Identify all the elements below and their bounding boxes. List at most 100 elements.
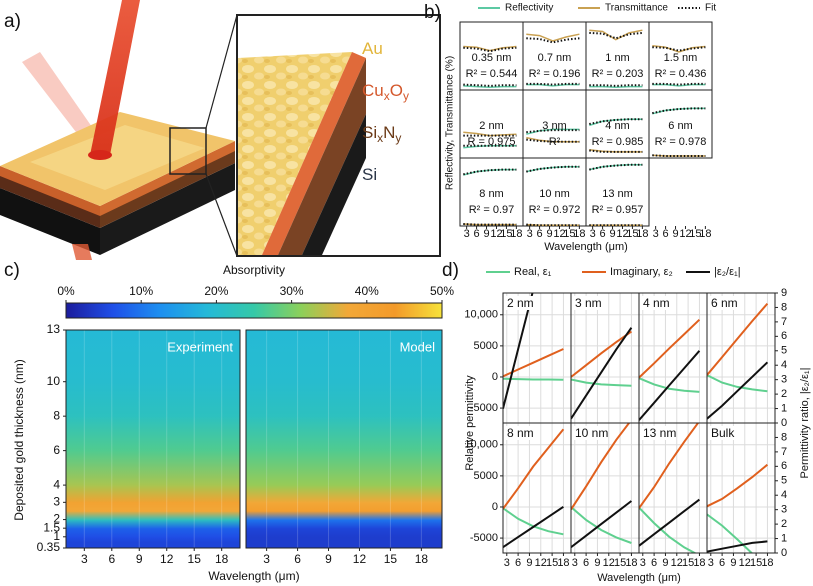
title-bg xyxy=(573,426,607,440)
y-tick-label: 5000 xyxy=(474,340,498,352)
y2-tick-label: 3 xyxy=(781,504,787,516)
x-tick-label: 3 xyxy=(504,557,510,569)
x-tick-label: 9 xyxy=(546,228,552,240)
y-tick-label: 3 xyxy=(53,495,60,509)
x-tick-label: 12 xyxy=(353,552,367,566)
subplot-annotation: R = 0.975 xyxy=(467,136,515,148)
subplot-annotation: R² = 0.972 xyxy=(529,204,581,216)
colorbar-tick-label: 40% xyxy=(355,284,379,298)
series-line xyxy=(639,318,701,379)
x-axis-label: Wavelength (μm) xyxy=(597,572,681,584)
slab-layer xyxy=(100,141,235,216)
y-tick-label: 1 xyxy=(53,529,60,543)
legend-label: |ε₂/ε₁| xyxy=(714,266,741,278)
x-tick-label: 9 xyxy=(526,557,532,569)
x-tick-label: 3 xyxy=(640,557,646,569)
x-tick-label: 3 xyxy=(590,228,596,240)
panel-label: d) xyxy=(442,260,459,281)
x-tick-label: 12 xyxy=(616,228,628,240)
x-tick-label: 12 xyxy=(490,228,502,240)
x-tick-label: 3 xyxy=(653,228,659,240)
y2-tick-label: 1 xyxy=(781,532,787,544)
y-tick-label: 10,000 xyxy=(464,309,498,321)
subplot-annotation: R² = 0.436 xyxy=(655,68,707,80)
series-line xyxy=(463,145,517,149)
series-line xyxy=(571,330,632,378)
zoom-line xyxy=(205,173,238,257)
heat-band xyxy=(246,541,442,549)
layer-label-part: Cu xyxy=(362,81,384,100)
series-line xyxy=(652,45,706,53)
x-tick-label: 3 xyxy=(527,228,533,240)
layer-label: CuxOy xyxy=(362,81,409,103)
series-line xyxy=(639,377,700,393)
panel-label: a) xyxy=(4,11,21,32)
y2-tick-label: 3 xyxy=(781,374,787,386)
subplot-bg xyxy=(707,293,775,423)
heat-band xyxy=(66,536,240,543)
y2-tick-label: 6 xyxy=(781,460,787,472)
subplot-title: 13 nm xyxy=(643,426,676,440)
incident-beam xyxy=(90,0,140,155)
series-line xyxy=(652,154,706,157)
series-line xyxy=(571,506,632,544)
subplot-title: 8 nm xyxy=(507,426,534,440)
y-tick-label: 13 xyxy=(47,322,61,336)
subplot-annotation: R² = 0.196 xyxy=(529,68,581,80)
subplot-annotation: R² = 0.957 xyxy=(592,204,644,216)
subplot-title: Bulk xyxy=(711,426,735,440)
series-line xyxy=(463,168,517,176)
x-tick-label: 15 xyxy=(563,228,575,240)
heatmap-title: Model xyxy=(400,339,436,354)
heat-band xyxy=(66,485,240,503)
title-bg xyxy=(641,296,675,310)
series-line xyxy=(589,85,643,89)
title-bg xyxy=(709,426,743,440)
layer-label-part: Si xyxy=(362,165,377,184)
x-tick-label: 18 xyxy=(699,228,711,240)
subplot-annotation: R² = 0.203 xyxy=(592,68,644,80)
slab-side xyxy=(0,188,100,255)
x-tick-label: 12 xyxy=(603,557,615,569)
heat-band xyxy=(66,519,240,529)
slab-layer xyxy=(0,174,100,228)
heat-band xyxy=(66,502,240,512)
x-tick-label: 3 xyxy=(263,552,270,566)
colorbar-tick-label: 0% xyxy=(57,284,75,298)
heatmap-title: Experiment xyxy=(167,339,233,354)
series-line xyxy=(526,33,580,42)
y2-tick-label: 2 xyxy=(781,388,787,400)
y2-tick-label: 7 xyxy=(781,316,787,328)
heat-band xyxy=(246,519,442,529)
y-tick-label: 0.35 xyxy=(37,540,61,554)
subplot-frame xyxy=(459,21,524,91)
y-tick-label: 0 xyxy=(492,501,498,513)
x-tick-label: 12 xyxy=(679,228,691,240)
heatmap-frame xyxy=(65,329,241,549)
series-line xyxy=(589,118,643,127)
colorbar-tick-label: 50% xyxy=(430,284,454,298)
x-axis-label: Wavelength (μm) xyxy=(544,241,628,253)
heat-band xyxy=(66,541,240,549)
layer-label: SixNy xyxy=(362,123,401,145)
heatmap-frame xyxy=(245,329,443,549)
subplot-annotation: R² = 0.97 xyxy=(469,204,515,216)
x-tick-label: 15 xyxy=(614,557,626,569)
heat-band xyxy=(246,510,442,521)
x-axis-label: Wavelength (μm) xyxy=(208,569,299,583)
y2-tick-label: 4 xyxy=(781,489,787,501)
series-line xyxy=(526,166,580,173)
series-line xyxy=(707,374,768,393)
legend-label: Imaginary, ε₂ xyxy=(610,266,673,278)
series-line xyxy=(639,498,701,547)
legend-label: Transmittance xyxy=(605,3,668,14)
x-tick-label: 18 xyxy=(215,552,229,566)
x-tick-label: 12 xyxy=(671,557,683,569)
title-bg xyxy=(709,296,743,310)
series-line xyxy=(571,423,631,511)
colorbar-label: Absorptivity xyxy=(223,263,285,277)
x-tick-label: 6 xyxy=(294,552,301,566)
x-tick-label: 6 xyxy=(537,228,543,240)
x-tick-label: 12 xyxy=(739,557,751,569)
y2-tick-label: 5 xyxy=(781,345,787,357)
